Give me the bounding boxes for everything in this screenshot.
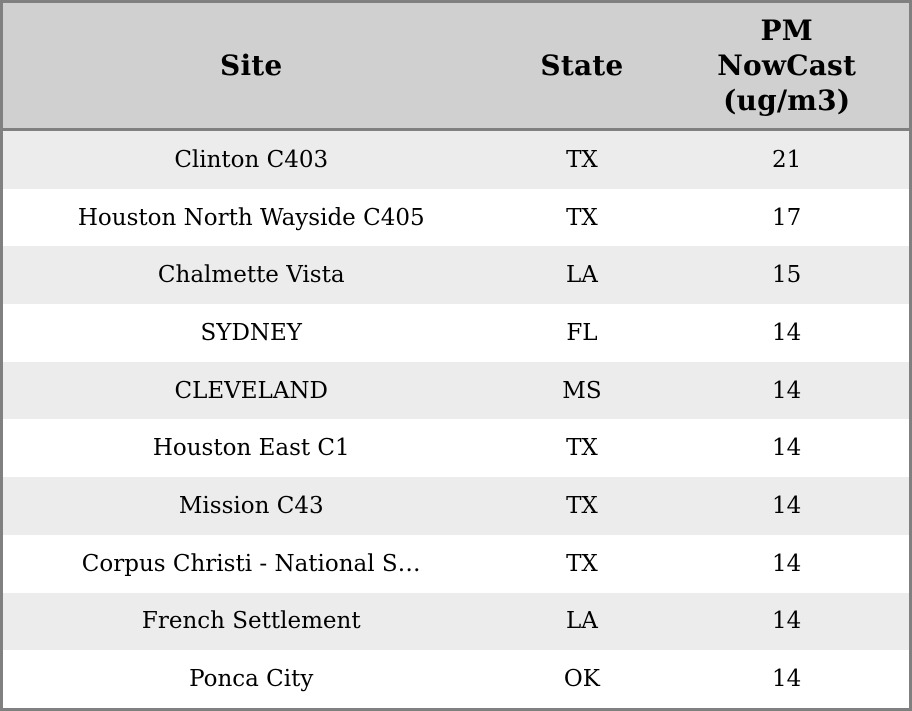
pm-value-cell: 21 <box>772 146 802 173</box>
pm-value-cell: 14 <box>772 608 802 635</box>
state-cell: LA <box>565 608 598 635</box>
table-row: Mission C43 TX 14 <box>3 477 909 535</box>
column-header-site-label: Site <box>220 49 283 82</box>
header-row: Site State PM NowCast (ug/m3) <box>3 3 909 131</box>
state-cell: FL <box>566 319 598 346</box>
table-row: SYDNEY FL 14 <box>3 304 909 362</box>
state-cell: LA <box>565 262 598 289</box>
column-header-state: State <box>499 3 665 131</box>
column-header-state-label: State <box>540 49 624 82</box>
site-cell: Chalmette Vista <box>157 262 345 289</box>
pm-value-cell: 14 <box>772 550 802 577</box>
table-row: Chalmette Vista LA 15 <box>3 246 909 305</box>
state-cell: MS <box>562 377 602 404</box>
table-row: Houston North Wayside C405 TX 17 <box>3 188 909 247</box>
table-row: CLEVELAND MS 14 <box>3 361 909 420</box>
table-row: Ponca City OK 14 <box>3 650 909 708</box>
state-cell: OK <box>563 666 600 693</box>
table-row: French Settlement LA 14 <box>3 592 909 651</box>
site-cell: SYDNEY <box>200 319 302 346</box>
state-cell: TX <box>566 435 598 462</box>
state-cell: TX <box>566 146 598 173</box>
site-cell: French Settlement <box>141 608 361 635</box>
state-cell: TX <box>566 204 598 231</box>
table-row: Corpus Christi - National S… TX 14 <box>3 534 909 593</box>
site-cell: Houston East C1 <box>152 435 350 462</box>
site-cell: CLEVELAND <box>174 377 328 404</box>
column-header-pm-nowcast-label: PM NowCast (ug/m3) <box>717 14 857 117</box>
column-header-pm-nowcast: PM NowCast (ug/m3) <box>664 3 909 131</box>
pm-value-cell: 14 <box>772 319 802 346</box>
pm-value-cell: 15 <box>772 262 802 289</box>
site-cell: Houston North Wayside C405 <box>77 204 425 231</box>
site-cell: Clinton C403 <box>174 146 329 173</box>
site-cell: Ponca City <box>189 666 314 693</box>
column-header-site: Site <box>3 3 500 131</box>
table-row: Clinton C403 TX 21 <box>3 129 909 189</box>
pm-value-cell: 14 <box>772 377 802 404</box>
site-cell: Mission C43 <box>178 492 324 519</box>
site-cell: Corpus Christi - National S… <box>81 550 421 577</box>
state-cell: TX <box>566 550 598 577</box>
pm-value-cell: 14 <box>772 435 802 462</box>
pm-value-cell: 14 <box>772 492 802 519</box>
pm-nowcast-table: Site State PM NowCast (ug/m3) Clinton C4… <box>3 3 909 708</box>
table-header: Site State PM NowCast (ug/m3) <box>3 3 909 131</box>
pm-value-cell: 14 <box>772 666 802 693</box>
table-row: Houston East C1 TX 14 <box>3 419 909 478</box>
table-body: Clinton C403 TX 21 Houston North Wayside… <box>3 129 909 708</box>
pm-value-cell: 17 <box>772 204 802 231</box>
state-cell: TX <box>566 492 598 519</box>
